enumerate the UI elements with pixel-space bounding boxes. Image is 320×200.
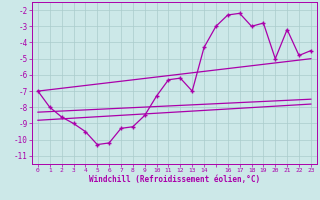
- X-axis label: Windchill (Refroidissement éolien,°C): Windchill (Refroidissement éolien,°C): [89, 175, 260, 184]
